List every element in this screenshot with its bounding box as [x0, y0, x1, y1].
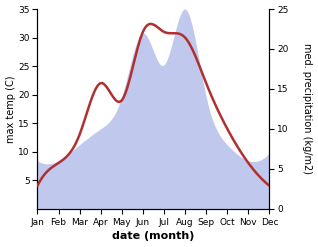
X-axis label: date (month): date (month) [112, 231, 195, 242]
Y-axis label: med. precipitation (kg/m2): med. precipitation (kg/m2) [302, 43, 313, 174]
Y-axis label: max temp (C): max temp (C) [5, 75, 16, 143]
